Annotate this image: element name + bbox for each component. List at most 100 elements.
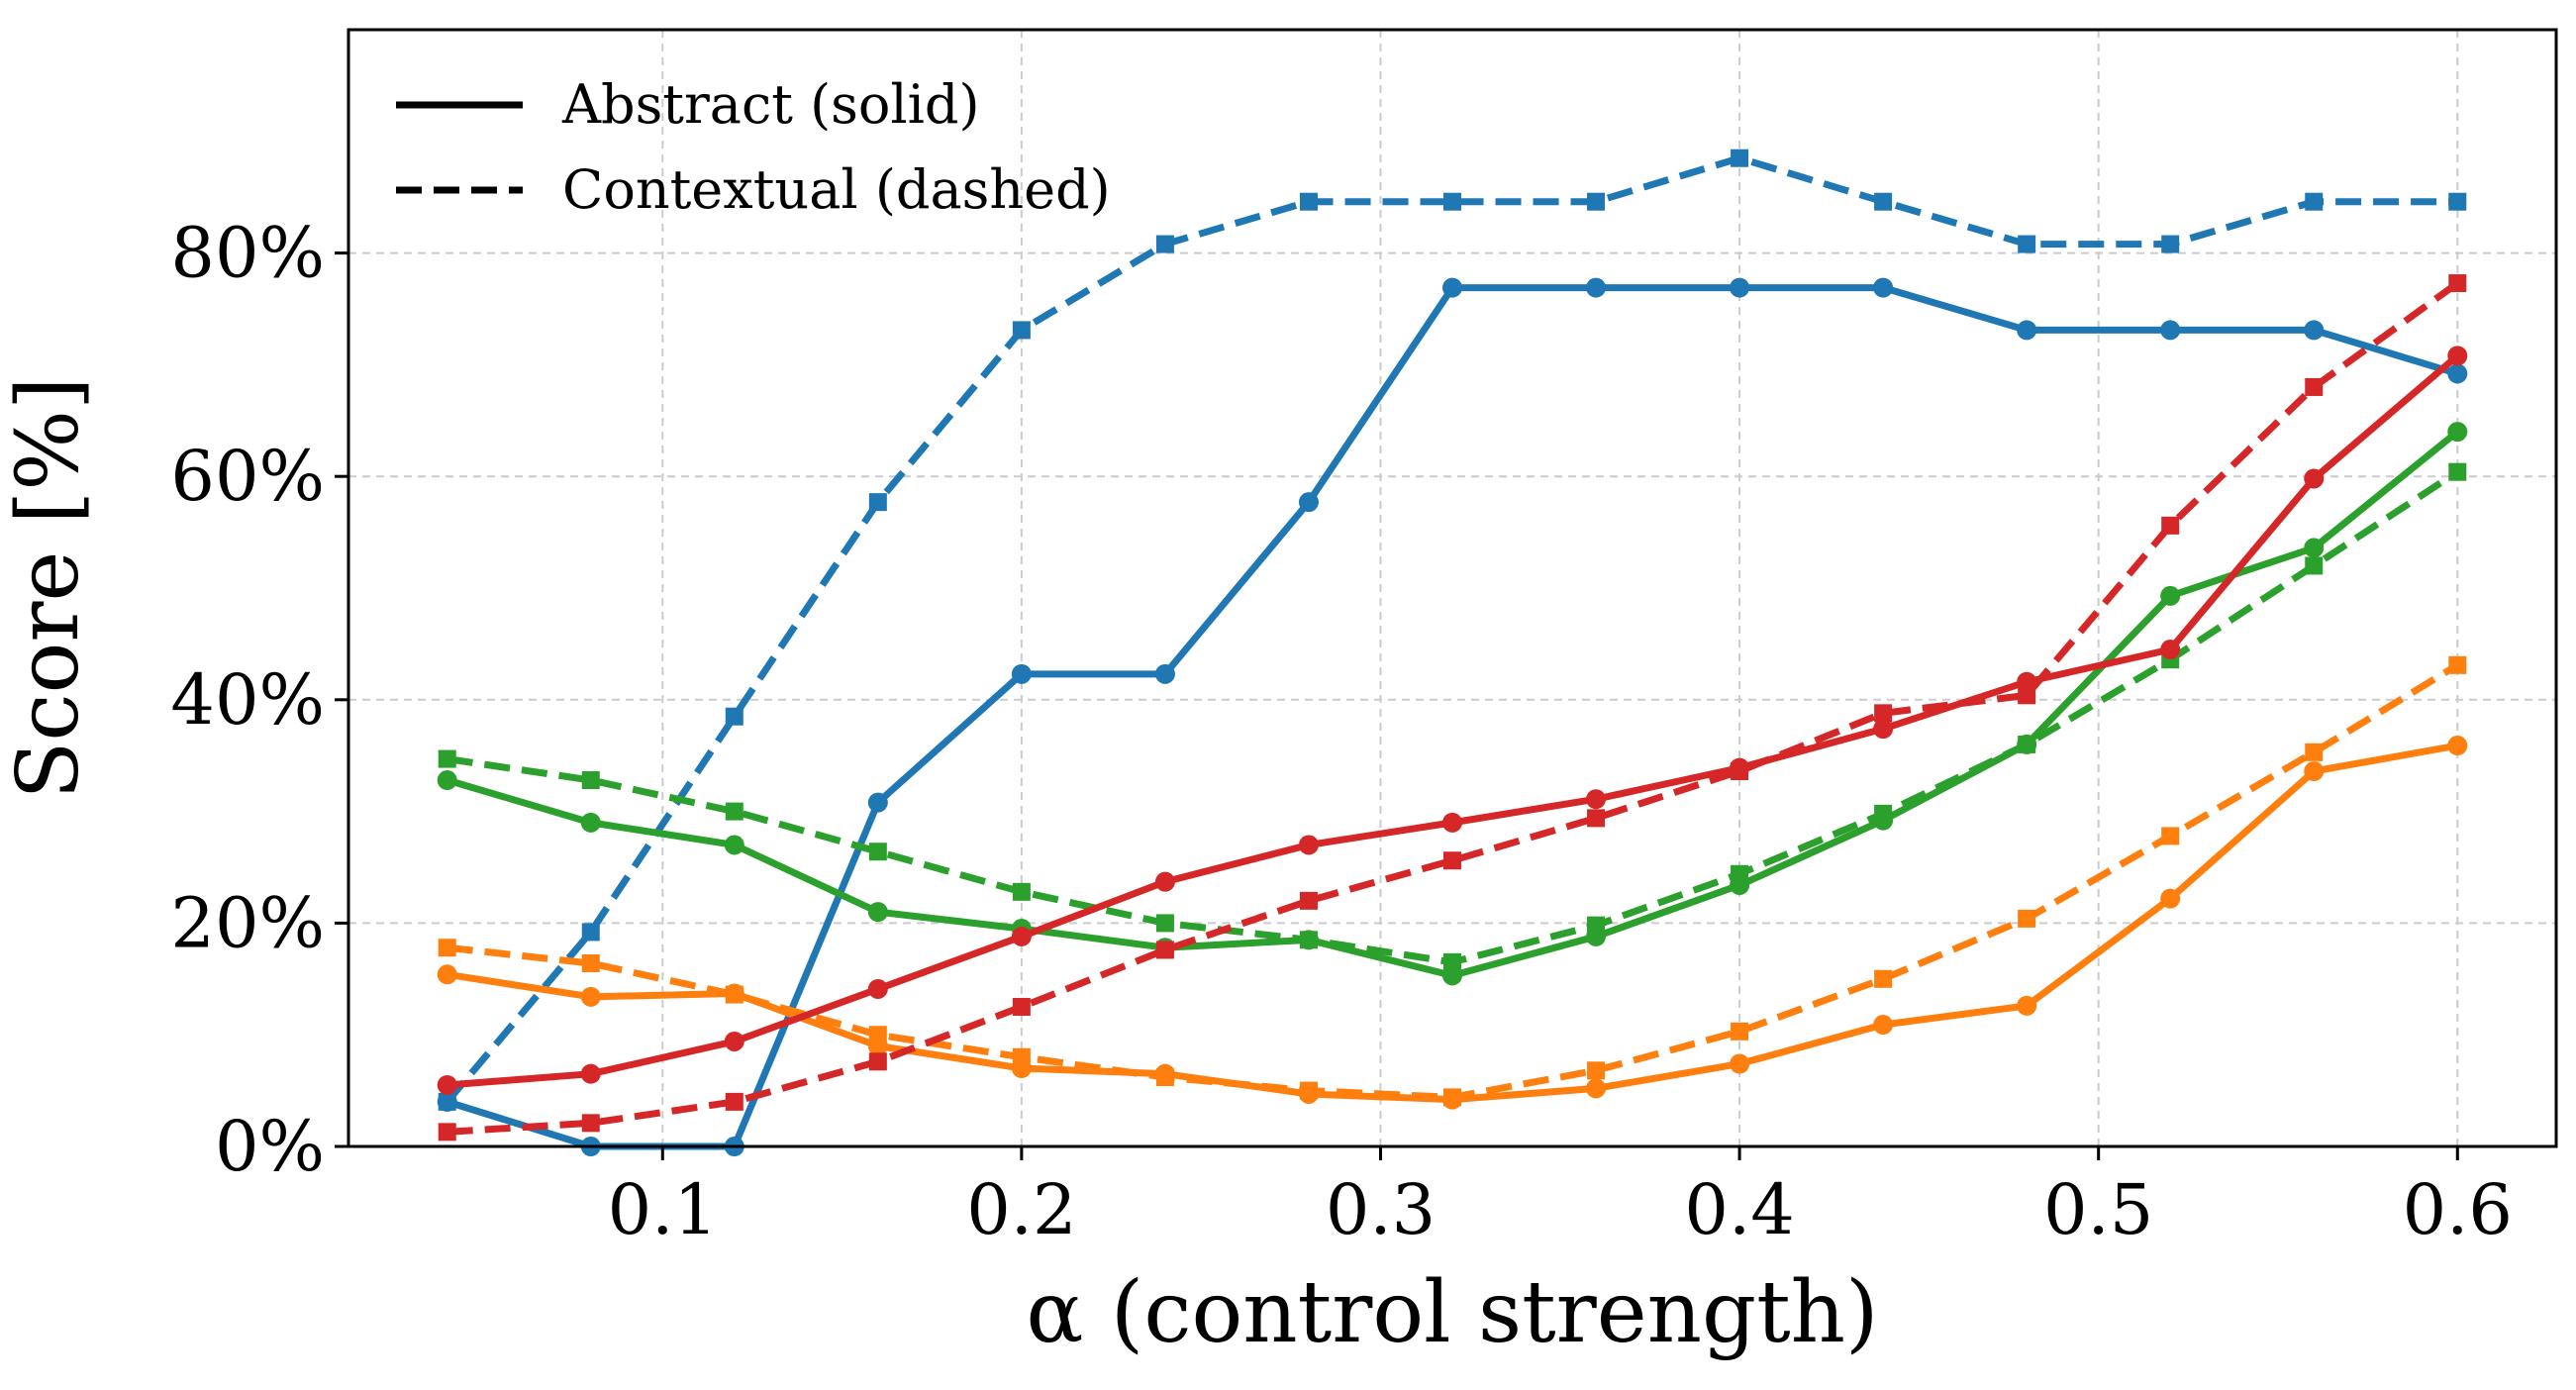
data-point [1587, 916, 1606, 935]
series-line [446, 661, 2460, 1101]
data-point [1874, 969, 1893, 988]
data-point [1587, 192, 1606, 211]
data-point [580, 986, 601, 1007]
x-tick-label: 0.6 [2403, 1169, 2513, 1250]
data-point [1299, 1081, 1318, 1100]
x-tick-label: 0.3 [1326, 1169, 1436, 1250]
data-point [1586, 789, 1607, 810]
data-point [1442, 277, 1462, 298]
data-point [1012, 321, 1031, 340]
data-point [867, 978, 888, 999]
legend-label-abstract: Abstract (solid) [561, 73, 980, 136]
data-point [2447, 346, 2468, 366]
axis-ticks: 0.1 0.2 0.3 0.4 0.5 0.6 0% 20% 40% 60% 80% [170, 213, 2513, 1250]
series-1 [438, 149, 2467, 1111]
series-line [446, 280, 2460, 1136]
data-point [2017, 995, 2037, 1016]
data-point [1299, 192, 1318, 211]
data-point [1443, 192, 1461, 211]
data-point [1012, 1047, 1031, 1066]
data-point [1873, 1015, 1894, 1036]
data-point [1443, 851, 1461, 870]
data-point [2448, 274, 2467, 293]
legend-label-contextual: Contextual (dashed) [562, 158, 1111, 221]
data-point [1874, 804, 1893, 823]
data-point [1298, 835, 1319, 855]
data-point [1873, 277, 1894, 298]
data-point [2018, 909, 2036, 928]
data-point [725, 802, 743, 821]
data-point [867, 792, 888, 813]
data-point [1873, 719, 1894, 740]
data-point [1730, 1053, 1750, 1074]
data-point [581, 1114, 600, 1133]
series-7 [438, 274, 2467, 1142]
data-point [1586, 277, 1607, 298]
data-point [2448, 192, 2467, 211]
data-point [1731, 149, 1749, 167]
data-point [437, 1074, 457, 1095]
series-3 [438, 462, 2467, 971]
data-point [2161, 516, 2180, 535]
data-point [868, 493, 887, 512]
series-line [446, 284, 2459, 1150]
x-tick-label: 0.5 [2043, 1169, 2153, 1250]
data-point [724, 1031, 744, 1051]
data-point [1011, 663, 1032, 684]
data-point [2305, 743, 2324, 761]
data-point [1012, 998, 1031, 1016]
series-6 [437, 346, 2468, 1095]
data-point [437, 770, 457, 791]
y-tick-label: 0% [215, 1106, 325, 1187]
data-point [867, 902, 888, 923]
data-point [580, 812, 601, 833]
data-point [2447, 422, 2468, 443]
data-point [1443, 1088, 1461, 1107]
data-point [2018, 686, 2036, 705]
data-point [580, 1063, 601, 1084]
data-point [2447, 736, 2468, 756]
data-point [581, 923, 600, 942]
data-point [2017, 320, 2037, 341]
x-axis-label: α (control strength) [1026, 1263, 1878, 1362]
series-0 [437, 277, 2468, 1156]
data-point [1012, 882, 1031, 901]
data-point [2305, 556, 2324, 575]
data-point [438, 1123, 456, 1142]
data-point [1155, 235, 1174, 253]
data-point [2304, 320, 2325, 341]
data-point [868, 1026, 887, 1044]
x-tick-label: 0.4 [1684, 1169, 1794, 1250]
legend: Abstract (solid) Contextual (dashed) [396, 73, 1111, 221]
data-point [2160, 888, 2181, 909]
data-point [581, 954, 600, 973]
data-point [2448, 462, 2467, 481]
data-point [725, 985, 743, 1004]
data-point [1155, 914, 1174, 933]
data-point [1586, 1078, 1607, 1099]
data-point [1011, 926, 1032, 946]
data-point [2160, 585, 2181, 606]
data-point [1730, 277, 1750, 298]
data-point [1155, 1068, 1174, 1087]
y-tick-label: 40% [170, 659, 325, 741]
data-point [438, 749, 456, 768]
data-point [2161, 235, 2180, 253]
data-point [724, 835, 744, 855]
data-point [1874, 192, 1893, 211]
data-point [725, 707, 743, 726]
data-point [437, 964, 457, 985]
data-point [2018, 735, 2036, 753]
y-axis-label: Score [%] [0, 376, 98, 799]
data-point [1298, 492, 1319, 513]
series-line [446, 429, 2460, 979]
data-point [1154, 871, 1175, 892]
data-point [1587, 809, 1606, 828]
data-point [2447, 363, 2468, 384]
data-point [1587, 1061, 1606, 1080]
data-point [581, 771, 600, 790]
data-point [438, 1092, 456, 1111]
data-point [2018, 235, 2036, 253]
data-point [2160, 320, 2181, 341]
